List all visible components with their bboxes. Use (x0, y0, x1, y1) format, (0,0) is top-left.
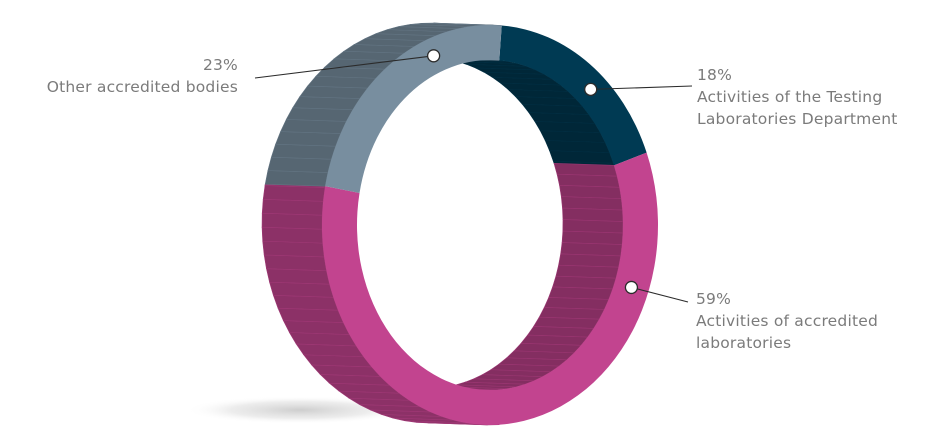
ring-slice-outer-wall-segment (266, 268, 330, 285)
ring-slice-outer-wall-segment (269, 281, 334, 298)
callout-marker (584, 82, 598, 97)
ring-slice-outer-wall-segment (263, 254, 327, 271)
ring-slice-outer-wall-segment (267, 156, 332, 173)
callout-leader-line (254, 55, 434, 79)
ring-slice-face (325, 24, 502, 193)
ring-back (261, 22, 624, 426)
ring-slice-inner-wall-segment (560, 242, 623, 257)
ring-slice-outer-wall-segment (261, 212, 323, 230)
ring-slice-outer-wall-segment (262, 185, 326, 202)
slice-category-label: Activities of accredited (696, 312, 878, 330)
slice-category-label: Other accredited bodies (47, 78, 238, 96)
ring-callouts: 18% Activities of the Testing Laboratories… (47, 49, 898, 352)
ring-slice-inner-wall-segment (562, 207, 624, 222)
ring-slice-outer-wall-segment (264, 170, 329, 187)
ring-slice-outer-wall-segment (285, 107, 354, 122)
ring-slice-outer-wall-segment (272, 295, 339, 311)
slice-category-label: laboratories (696, 334, 791, 352)
ring-slice-outer-wall-segment (277, 307, 344, 323)
ring-slice-outer-wall-segment (270, 143, 336, 160)
ring-slice-outer-wall-segment (262, 240, 325, 258)
ring-slice-face (499, 25, 647, 166)
ring-slice-inner-wall-segment (561, 230, 624, 245)
callout-marker (426, 49, 441, 63)
ring-front (322, 24, 658, 425)
slice-percent-label: 18% (697, 66, 732, 84)
slice-percent-label: 59% (696, 290, 731, 308)
callout-leader-line (590, 85, 693, 90)
ring-slice-inner-wall-segment (562, 219, 624, 234)
callout-leader-line (631, 286, 689, 303)
slice-category-label: Laboratories Department (697, 110, 898, 128)
ring-slice-outer-wall-segment (280, 119, 347, 134)
callout-marker (624, 280, 639, 295)
ring-slice-outer-wall-segment (261, 199, 324, 216)
ring-slice-outer-wall-segment (292, 96, 361, 111)
ring-slice-outer-wall-segment (261, 226, 324, 244)
slice-category-label: Activities of the Testing (697, 88, 882, 106)
slice-percent-label: 23% (203, 56, 238, 74)
ring-slice-outer-wall-segment (275, 131, 342, 147)
ring-slice-face (322, 152, 658, 425)
